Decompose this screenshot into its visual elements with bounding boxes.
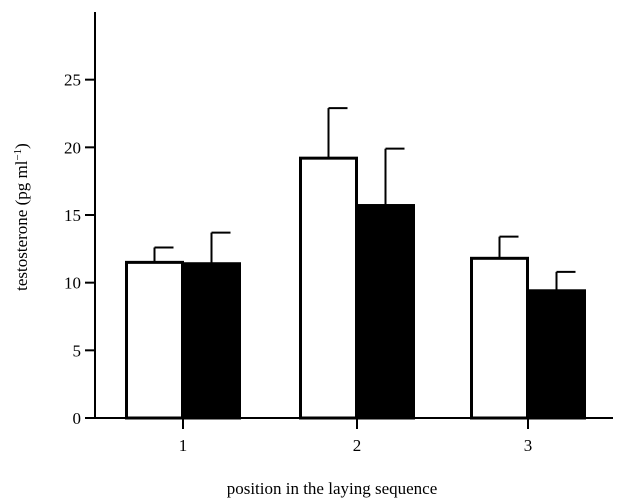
x-ticks: 1 2 3 xyxy=(179,418,533,455)
y-ticks: 0 5 10 15 20 25 xyxy=(64,71,95,428)
error-bars-layer xyxy=(153,107,576,291)
y-tick-label-20: 20 xyxy=(64,138,81,157)
bars-layer xyxy=(125,156,586,420)
y-tick-label-25: 25 xyxy=(64,71,81,90)
y-axis-label-exponent: −1 xyxy=(12,149,24,161)
y-tick-label-5: 5 xyxy=(73,341,82,360)
bar-series2-cat2 xyxy=(356,204,415,420)
x-tick-label-3: 3 xyxy=(524,436,533,455)
y-axis-label-close: ) xyxy=(12,143,31,149)
y-axis-label: testosterone (pg ml−1) xyxy=(12,143,31,291)
x-tick-label-1: 1 xyxy=(179,436,188,455)
y-tick-label-0: 0 xyxy=(73,409,82,428)
x-tick-label-2: 2 xyxy=(353,436,362,455)
bar-series2-cat1 xyxy=(182,262,241,420)
y-axis-label-main: testosterone (pg ml xyxy=(12,160,31,291)
bar-series2-cat3 xyxy=(527,289,586,420)
bar-series1-cat2 xyxy=(299,156,358,420)
bar-series1-cat1 xyxy=(125,260,184,420)
y-tick-label-10: 10 xyxy=(64,274,81,293)
x-axis-label: position in the laying sequence xyxy=(227,479,438,498)
y-tick-label-15: 15 xyxy=(64,206,81,225)
bar-series1-cat3 xyxy=(470,256,529,420)
